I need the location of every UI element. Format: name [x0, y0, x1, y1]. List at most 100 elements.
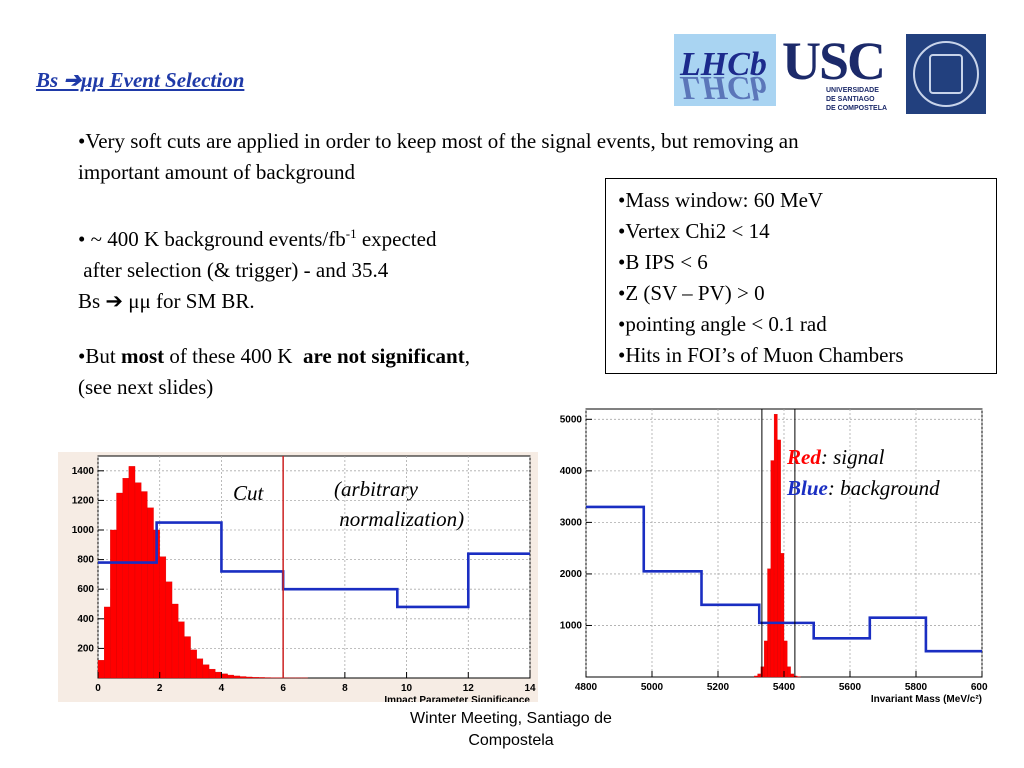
signal-bar	[773, 414, 778, 678]
cut-item: •Vertex Chi2 < 14	[618, 219, 770, 243]
signal-bar	[141, 491, 148, 679]
cut-item: •pointing angle < 0.1 rad	[618, 312, 827, 336]
x-tick-label: 8	[342, 683, 348, 694]
x-tick-label: 5600	[839, 682, 862, 693]
footer-line: Compostela	[468, 732, 554, 749]
signal-bar	[227, 674, 234, 679]
x-tick-label: 5200	[707, 682, 730, 693]
signal-bar	[171, 603, 179, 679]
signal-bar	[165, 581, 173, 679]
background-histogram-line	[586, 505, 982, 653]
normalization-note: (arbitrary normalization)	[334, 474, 464, 534]
signal-bar	[196, 658, 204, 679]
signal-bar	[780, 553, 785, 678]
usc-logo-text: USC	[782, 31, 886, 91]
x-tick-label: 5400	[773, 682, 796, 693]
x-tick-label: 10	[401, 683, 413, 694]
y-tick-label: 1400	[72, 466, 95, 477]
y-tick-label: 1200	[72, 495, 95, 506]
slide-title: Bs ➔μμ Event Selection	[36, 68, 245, 92]
signal-bar	[147, 507, 154, 679]
signal-bar	[233, 675, 241, 679]
bullet-line: •But most of these 400 K are not signifi…	[78, 344, 470, 368]
bullet-background-events: • ~ 400 K background events/fb-1 expecte…	[78, 218, 436, 317]
signal-bar	[122, 478, 130, 679]
signal-bar	[215, 671, 222, 679]
university-seal-icon	[906, 34, 986, 114]
signal-bar	[159, 556, 167, 679]
y-tick-label: 1000	[72, 525, 95, 536]
signal-bar	[128, 466, 136, 679]
footer-line: Winter Meeting, Santiago de	[410, 710, 612, 727]
signal-bar	[221, 673, 228, 679]
bullet-line: •Very soft cuts are applied in order to …	[78, 129, 799, 153]
signal-bar	[245, 676, 253, 679]
bullet-soft-cuts: •Very soft cuts are applied in order to …	[78, 126, 799, 188]
signal-bar	[252, 677, 259, 679]
signal-bar	[239, 676, 247, 679]
y-tick-label: 400	[77, 614, 94, 625]
bullet-not-significant: •But most of these 400 K are not signifi…	[78, 341, 470, 403]
signal-bar	[787, 666, 791, 678]
signal-bar	[790, 673, 795, 678]
logo-bar: LHCb LHCb USC UNIVERSIDADE DE SANTIAGO D…	[674, 34, 986, 114]
x-tick-label: 5800	[905, 682, 928, 693]
signal-bar	[116, 492, 123, 679]
signal-bar	[777, 439, 781, 678]
signal-bar	[97, 660, 105, 679]
norm-line: (arbitrary	[334, 477, 418, 501]
lhcb-logo: LHCb LHCb	[674, 34, 776, 106]
signal-bar	[208, 668, 216, 679]
signal-bar	[110, 529, 117, 679]
usc-sub-line: UNIVERSIDADE	[826, 87, 879, 94]
y-tick-label: 4000	[560, 466, 583, 477]
x-tick-label: 4800	[575, 682, 598, 693]
cut-item: •Hits in FOI’s of Muon Chambers	[618, 343, 904, 367]
usc-sub-line: DE COMPOSTELA	[826, 105, 888, 112]
signal-bar	[190, 649, 197, 679]
mass-histogram: 4800 5000 5200 5400 5600 5800 6000 1000 2000 3000…	[548, 405, 988, 705]
signal-bar	[764, 640, 768, 678]
bullet-line: Bs ➔ μμ for SM BR.	[78, 289, 255, 313]
signal-bar	[134, 482, 142, 679]
signal-bar	[258, 677, 265, 679]
ips-histogram: 0 2 4 6 8 10 12 14 200 400 600 800 1000 1200 1400 Impac…	[58, 452, 538, 702]
selection-cuts-box: •Mass window: 60 MeV •Vertex Chi2 < 14 •…	[605, 178, 997, 374]
signal-bar	[104, 606, 111, 679]
y-tick-label: 200	[77, 643, 94, 654]
cut-item: •Mass window: 60 MeV	[618, 188, 824, 212]
x-tick-label: 12	[463, 683, 475, 694]
signal-bar	[783, 640, 788, 678]
lhcb-logo-text: LHCb	[680, 46, 767, 83]
x-tick-label: 6	[280, 683, 286, 694]
x-axis-label: Invariant Mass (MeV/c²)	[871, 694, 982, 705]
usc-sub-line: DE SANTIAGO	[826, 96, 875, 103]
bullet-line: after selection (& trigger) - and 35.4	[78, 258, 389, 282]
y-tick-label: 2000	[560, 569, 583, 580]
x-tick-label: 6000	[971, 682, 988, 693]
y-tick-label: 5000	[560, 414, 583, 425]
y-tick-label: 800	[77, 555, 94, 566]
x-tick-label: 5000	[641, 682, 664, 693]
y-tick-label: 600	[77, 584, 94, 595]
x-tick-label: 4	[219, 683, 225, 694]
signal-bar	[770, 460, 775, 678]
x-tick-label: 14	[524, 683, 536, 694]
legend-background: Blue: background	[787, 476, 940, 500]
signal-bar	[757, 673, 762, 678]
y-tick-label: 1000	[560, 620, 583, 631]
cut-item: •B IPS < 6	[618, 250, 708, 274]
legend-signal: Red: signal	[787, 445, 885, 469]
bullet-line: • ~ 400 K background events/fb-1 expecte…	[78, 226, 437, 251]
signal-bar	[754, 675, 758, 678]
bullet-line: (see next slides)	[78, 375, 214, 399]
x-axis-label: Impact Parameter Significance	[384, 695, 530, 702]
signal-bar	[184, 636, 191, 679]
signal-bar	[202, 664, 210, 679]
signal-bar	[178, 621, 185, 679]
x-tick-label: 0	[95, 683, 101, 694]
lhcb-logo-reflection: LHCb	[680, 69, 767, 106]
usc-logo-subtitle: UNIVERSIDADE DE SANTIAGO DE COMPOSTELA	[826, 86, 887, 113]
footer: Winter Meeting, Santiago de Compostela	[365, 708, 657, 752]
cut-label: Cut	[233, 481, 264, 505]
